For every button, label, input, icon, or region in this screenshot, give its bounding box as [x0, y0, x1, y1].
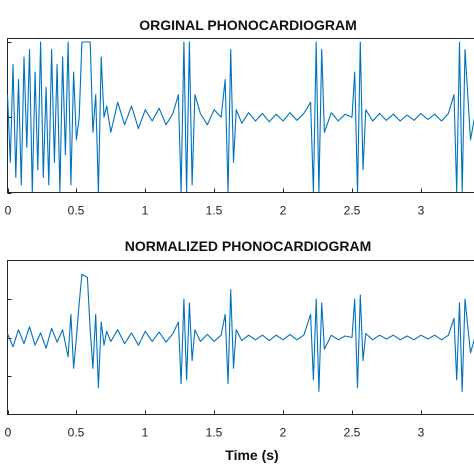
x-tick-label: 2.5 — [344, 204, 361, 218]
chart-title: ORGINAL PHONOCARDIOGRAM — [139, 17, 357, 33]
axes-frame — [7, 38, 474, 193]
pcg-waveform-line — [7, 273, 474, 392]
x-tick-label: 1 — [142, 426, 149, 440]
x-tick-label: 1.5 — [206, 204, 223, 218]
x-tick-label: 2 — [280, 204, 287, 218]
x-tick-label: 0 — [5, 204, 12, 218]
x-axis-label: Time (s) — [225, 447, 278, 463]
x-tick-label: 0.5 — [68, 204, 85, 218]
x-tick-label: 1 — [142, 204, 149, 218]
x-tick-label: 0 — [5, 426, 12, 440]
x-ticks: 0 0.5 1 1.5 2 2.5 3 — [5, 410, 425, 440]
x-tick-label: 2.5 — [344, 426, 361, 440]
x-tick-label: 0.5 — [68, 426, 85, 440]
x-tick-label: 2 — [280, 426, 287, 440]
normalized-phonocardiogram-chart: NORMALIZED PHONOCARDIOGRAM 0 0.5 1 1.5 2 2.5 3… — [5, 238, 474, 463]
chart-title: NORMALIZED PHONOCARDIOGRAM — [125, 238, 372, 254]
pcg-waveform-line — [7, 41, 474, 192]
axes-frame — [7, 260, 474, 415]
x-tick-label: 1.5 — [206, 426, 223, 440]
x-ticks: 0 0.5 1 1.5 2 2.5 3 — [5, 188, 425, 218]
x-tick-label: 3 — [418, 426, 425, 440]
original-phonocardiogram-chart: ORGINAL PHONOCARDIOGRAM 0 0.5 1 1.5 2 2.5 3 — [5, 17, 474, 218]
x-tick-label: 3 — [418, 204, 425, 218]
